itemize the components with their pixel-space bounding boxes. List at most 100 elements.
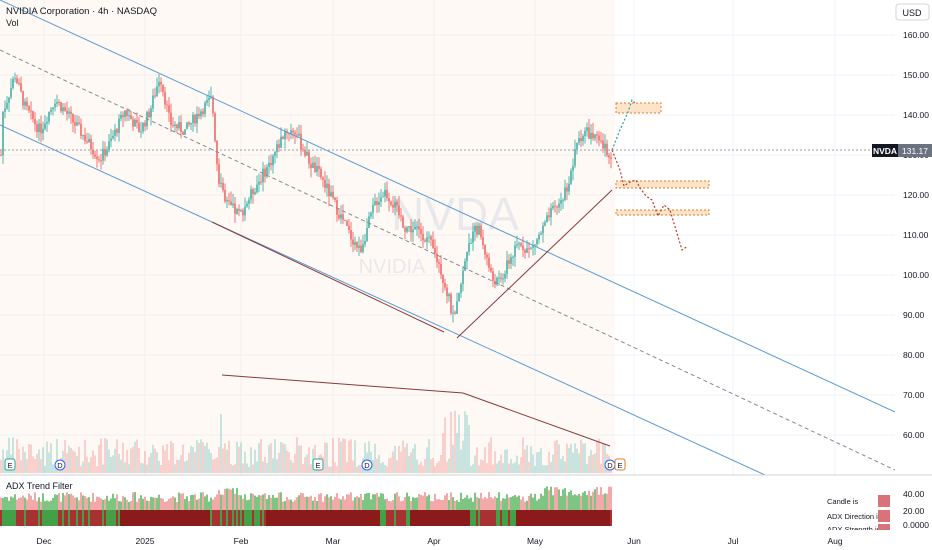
adx-bar [230, 489, 232, 510]
candle-body [374, 201, 376, 205]
adx-title[interactable]: ADX Trend Filter [6, 481, 73, 491]
candle-body [424, 240, 426, 242]
candle-body [516, 244, 518, 246]
volume-bar [478, 465, 480, 473]
volume-bar [484, 447, 486, 473]
adx-strength-bar [390, 510, 392, 526]
candle-body [590, 132, 592, 139]
watermark-name: NVIDIA [359, 256, 426, 278]
adx-bar [552, 495, 554, 510]
volume-bar [500, 454, 502, 473]
price-tick-label: 70.00 [903, 390, 925, 400]
candle-body [232, 203, 234, 206]
candle-body [456, 301, 458, 314]
adx-strength-bar [186, 510, 188, 526]
adx-bar [260, 495, 262, 510]
adx-bar [436, 499, 438, 510]
candle-body [580, 138, 582, 142]
adx-bar [182, 493, 184, 510]
adx-strength-bar [578, 510, 580, 526]
currency-button[interactable] [895, 3, 930, 21]
adx-strength-bar [252, 510, 254, 526]
adx-bar [280, 492, 282, 510]
adx-strength-bar [256, 510, 258, 526]
adx-strength-bar [400, 510, 402, 526]
adx-bar [152, 497, 154, 510]
price-tick-label: 110.00 [903, 230, 929, 240]
dividend-marker[interactable] [54, 459, 66, 471]
time-tick-label: May [527, 536, 544, 546]
candle-body [500, 277, 502, 279]
volume-bar [570, 443, 572, 473]
price-tick-label: 90.00 [903, 310, 925, 320]
volume-bar [494, 451, 496, 473]
adx-strength-bar [200, 510, 202, 526]
adx-strength-bar [106, 510, 108, 526]
candle-body [172, 124, 174, 126]
earnings-marker[interactable] [4, 458, 16, 471]
time-tick-label: Jul [728, 536, 739, 546]
candle-body [426, 237, 428, 242]
adx-bar [342, 496, 344, 510]
candle-body [86, 141, 88, 143]
adx-strength-bar [178, 510, 180, 526]
candle-body [288, 133, 290, 135]
adx-bar [600, 487, 602, 510]
candle-body [10, 87, 12, 98]
volume-bar [294, 453, 296, 473]
adx-strength-bar [90, 510, 92, 526]
adx-bar [470, 497, 472, 510]
adx-strength-bar [226, 510, 228, 526]
volume-bar [408, 455, 410, 473]
adx-strength-bar [388, 510, 390, 526]
volume-bar [100, 438, 102, 473]
adx-strength-bar [50, 510, 52, 526]
volume-bar [552, 454, 554, 473]
adx-strength-bar [380, 510, 382, 526]
candle-body [290, 130, 292, 134]
candle-body [240, 210, 242, 212]
adx-strength-bar [364, 510, 366, 526]
adx-bar [292, 501, 294, 510]
adx-strength-bar [220, 510, 222, 526]
adx-bar [562, 489, 564, 510]
adx-bar [554, 487, 556, 510]
adx-bar [610, 486, 612, 510]
volume-bar [188, 452, 190, 473]
adx-strength-bar [210, 510, 212, 526]
adx-bar [98, 497, 100, 510]
adx-bar [78, 500, 80, 510]
candle-body [354, 242, 356, 245]
volume-bar [290, 459, 292, 473]
candle-body [94, 154, 96, 157]
volume-bar [400, 451, 402, 473]
adx-strength-bar [406, 510, 408, 526]
candle-body [488, 257, 490, 268]
adx-legend-candle: Candle is [827, 497, 859, 506]
adx-bar [52, 497, 54, 510]
candle-body [42, 128, 44, 134]
volume-bar [452, 444, 454, 473]
dividend-marker[interactable] [361, 459, 373, 471]
volume-bar [482, 460, 484, 473]
earnings-marker[interactable] [312, 458, 324, 471]
candle-body [464, 261, 466, 271]
earnings-marker[interactable] [614, 458, 626, 471]
adx-strength-bar [414, 510, 416, 526]
volume-bar [278, 452, 280, 473]
adx-bar [250, 493, 252, 510]
time-tick-label: Aug [827, 536, 842, 546]
candle-body [336, 200, 338, 215]
adx-strength-bar [510, 510, 512, 526]
price-axis[interactable] [895, 0, 932, 550]
candle-body [368, 216, 370, 228]
symbol-title[interactable]: NVIDIA Corporation · 4h · NASDAQ [6, 6, 157, 17]
volume-label[interactable]: Vol [6, 18, 19, 28]
time-axis[interactable] [0, 530, 932, 550]
horizontal-grid [0, 34, 895, 436]
volume-bar [554, 440, 556, 473]
candle-body [116, 129, 118, 134]
adx-strength-bar [466, 510, 468, 526]
adx-strength-bar [236, 510, 238, 526]
